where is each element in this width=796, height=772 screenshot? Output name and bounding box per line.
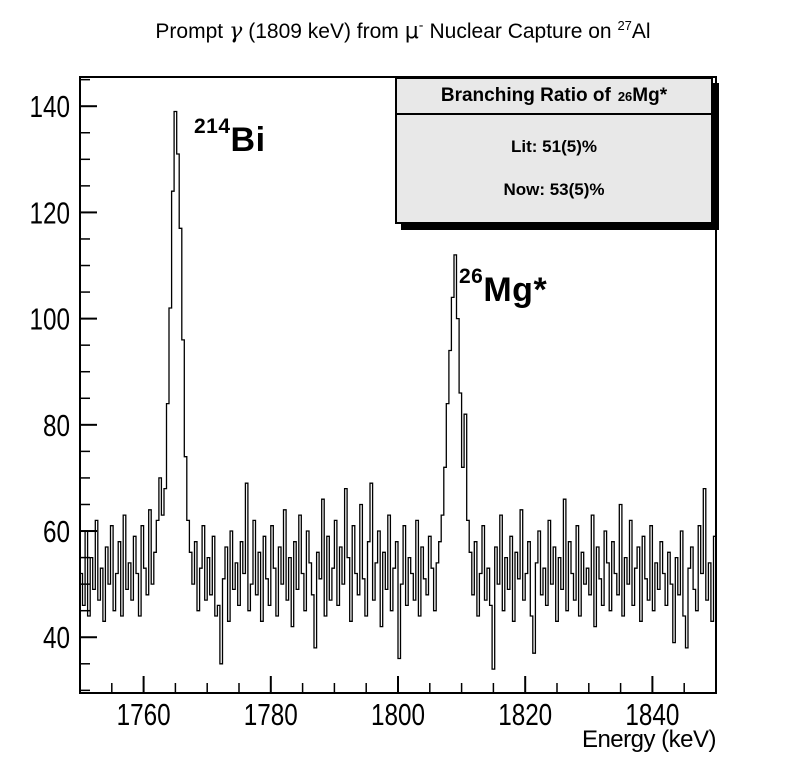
peak1-mass-sup: 214 [194, 115, 231, 138]
x-axis-title: Energy (keV) [581, 726, 717, 753]
stats-entry-lit: Lit: 51(5)% [511, 137, 597, 157]
title-text-1: Prompt [155, 20, 224, 43]
al-mass-sup: 27 [617, 18, 632, 33]
y-tick-label: 40 [43, 620, 70, 655]
y-tick-label: 140 [30, 89, 71, 124]
stats-box-body: Lit: 51(5)% Now: 53(5)% [397, 115, 711, 222]
y-tick-label: 60 [43, 514, 70, 549]
peak1-symbol: Bi [230, 121, 266, 159]
peak2-mass-sup: 26 [459, 265, 484, 288]
peak-label-214Bi: 214 Bi [194, 116, 266, 157]
stats-title-mass-sup: 26 [617, 88, 633, 104]
plot-title: Prompt γ (1809 keV) from μ- Nuclear Capture … [80, 18, 726, 44]
title-text-3: Nuclear Capture on [429, 20, 612, 43]
mu-symbol: μ- [404, 18, 424, 44]
x-tick-label: 1780 [244, 697, 298, 732]
peak2-symbol: Mg* [483, 271, 548, 309]
title-text-2: (1809 keV) from [248, 20, 399, 43]
al-symbol: Al [631, 20, 651, 43]
stats-entry-now: Now: 53(5)% [503, 179, 605, 199]
gamma-symbol: γ [229, 19, 243, 44]
stats-title-symbol: Mg* [632, 85, 668, 106]
y-tick-label: 120 [30, 195, 71, 230]
mu-charge-sup: - [418, 18, 424, 34]
stats-box-title: Branching Ratio of 26 Mg* [397, 79, 711, 115]
stats-box: Branching Ratio of 26 Mg* Lit: 51(5)% Now… [395, 77, 713, 224]
y-tick-label: 100 [30, 302, 71, 337]
stats-title-text: Branching Ratio of [440, 85, 611, 106]
x-tick-label: 1840 [625, 697, 679, 732]
x-tick-label: 1760 [117, 697, 171, 732]
x-tick-label: 1800 [371, 697, 425, 732]
peak-label-26Mg: 26 Mg* [459, 266, 547, 307]
y-tick-label: 80 [43, 408, 70, 443]
x-tick-label: 1820 [498, 697, 552, 732]
histogram-line [80, 110, 716, 670]
